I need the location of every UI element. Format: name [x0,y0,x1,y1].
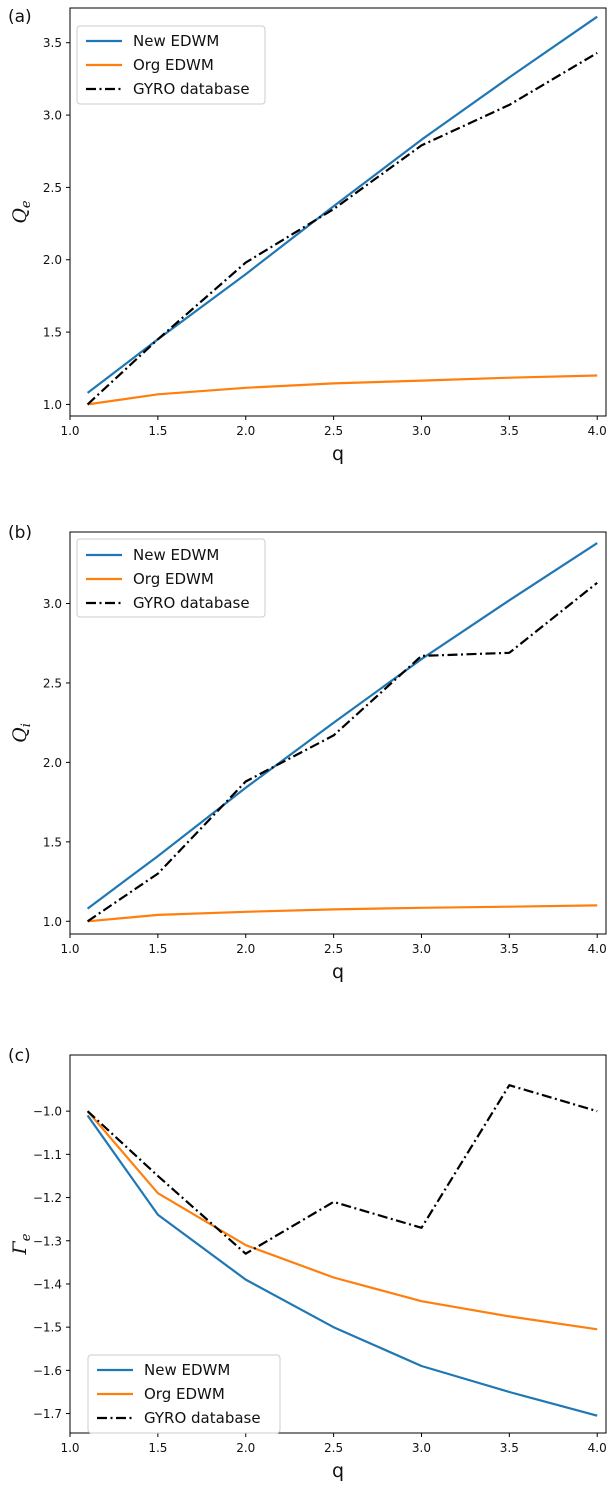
y-tick-label: −1.7 [33,1407,62,1421]
chart-panel-1: 1.0 1.5 2.0 2.5 3.0 3.5 4.0 1.0 1.5 2.0 2.5 3.0 3.5 q… [8,7,607,465]
chart-panel-3: 1.0 1.5 2.0 2.5 3.0 3.5 4.0 −1.0 −1.1 −1.2 −1.3 −1.… [8,1046,607,1482]
plot-frame [69,7,607,417]
legend: New EDWM Org EDWM GYRO database [76,25,266,105]
x-tick-label: 2.5 [324,424,343,438]
y-tick-label: −1.5 [33,1321,62,1335]
y-tick-label: 1.5 [43,835,62,849]
legend-label: GYRO database [133,80,250,98]
x-tick-label: 1.5 [148,1441,167,1455]
y-tick-label: 2.0 [43,253,62,267]
x-tick-label: 3.5 [500,424,519,438]
series-line-2 [87,904,598,923]
legend-label: Org EDWM [144,1385,225,1403]
legend-label: New EDWM [133,32,219,50]
series-line-2 [86,1110,598,1331]
y-axis-label: Qi [9,723,34,743]
legend-label: GYRO database [144,1409,261,1427]
x-tick-label: 2.0 [236,424,255,438]
x-tick-label: 1.0 [60,424,79,438]
legend-label: Org EDWM [133,570,214,588]
y-tick-label: 1.0 [43,915,62,929]
legend-box [87,1354,281,1434]
x-tick-label: 3.0 [412,424,431,438]
x-tick-label: 2.0 [236,942,255,956]
panel-label: (c) [8,1046,31,1066]
series-line-3 [86,51,598,406]
legend-label: GYRO database [133,594,250,612]
y-tick-label: 3.0 [43,109,62,123]
legend-box [76,25,266,105]
x-tick-label: 4.0 [588,1441,607,1455]
x-tick-label: 3.0 [412,942,431,956]
x-tick-label: 3.0 [412,1441,431,1455]
y-tick-label: −1.2 [33,1191,62,1205]
x-tick-label: 3.5 [500,942,519,956]
series-line-3 [86,581,598,923]
plot-frame [69,531,607,935]
series-line-2 [87,374,598,406]
y-tick-label: −1.6 [33,1364,62,1378]
legend-box [76,538,266,618]
legend: New EDWM Org EDWM GYRO database [76,538,266,618]
y-axis-label: Qe [9,200,34,224]
x-tick-label: 3.5 [500,1441,519,1455]
series-line-3 [86,1084,598,1255]
y-tick-label: −1.4 [33,1277,62,1291]
y-tick-label: 3.0 [43,597,62,611]
x-tick-label: 1.5 [148,942,167,956]
x-tick-label: 1.0 [60,1441,79,1455]
x-axis-label: q [332,1460,344,1482]
y-tick-label: 3.5 [43,36,62,50]
y-tick-label: −1.1 [33,1148,62,1162]
x-tick-label: 4.0 [588,424,607,438]
x-tick-label: 2.5 [324,942,343,956]
series-line-1 [86,542,598,910]
chart-panel-2: 1.0 1.5 2.0 2.5 3.0 3.5 4.0 1.0 1.5 2.0 2.5 3.0 q Qi (… [8,523,607,983]
panel-label: (b) [8,523,32,543]
legend-label: Org EDWM [133,56,214,74]
x-tick-label: 2.0 [236,1441,255,1455]
y-tick-label: 1.0 [43,398,62,412]
y-tick-label: 1.5 [43,326,62,340]
panel-label: (a) [8,7,32,27]
legend-label: New EDWM [144,1361,230,1379]
y-tick-label: 2.5 [43,676,62,690]
x-axis-label: q [332,443,344,465]
y-tick-label: −1.3 [33,1234,62,1248]
x-tick-label: 4.0 [588,942,607,956]
series-line-1 [86,1114,598,1417]
legend-label: New EDWM [133,546,219,564]
y-tick-label: −1.0 [33,1105,62,1119]
y-tick-label: 2.5 [43,181,62,195]
y-axis-label: Γe [9,1233,34,1255]
x-tick-label: 1.5 [148,424,167,438]
legend: New EDWM Org EDWM GYRO database [87,1354,281,1434]
x-tick-label: 1.0 [60,942,79,956]
plot-frame [69,1054,607,1434]
x-axis-label: q [332,961,344,983]
x-tick-label: 2.5 [324,1441,343,1455]
y-tick-label: 2.0 [43,756,62,770]
